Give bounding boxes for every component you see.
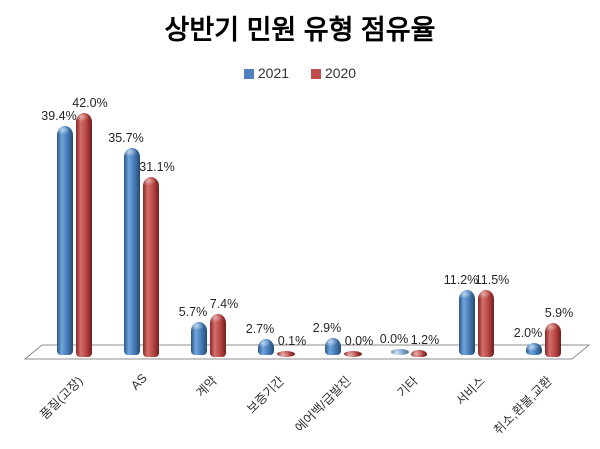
bar-2020-cat4 [344, 351, 362, 357]
value-label-2020-cat2: 7.4% [209, 297, 239, 312]
bar-2020-cat7 [545, 322, 561, 357]
value-label-2021-cat5: 0.0% [379, 332, 409, 346]
bar-2021-cat2 [191, 321, 207, 355]
value-label-2020-cat4: 0.0% [344, 334, 374, 348]
value-label-2021-cat2: 5.7% [178, 304, 208, 319]
value-label-2021-cat7: 2.0% [513, 326, 543, 341]
bar-2020-cat5 [411, 350, 427, 357]
bar-2020-cat1 [143, 176, 159, 357]
legend-label-2020: 2020 [324, 65, 357, 81]
bar-2021-cat3 [258, 339, 274, 355]
bar-2021-cat5 [391, 349, 409, 355]
legend-label-2021: 2021 [257, 65, 290, 81]
legend-item-2021: 2021 [243, 65, 290, 81]
value-label-2021-cat3: 2.7% [245, 322, 275, 337]
legend-swatch-2021-icon [243, 69, 254, 79]
bar-2021-cat4 [325, 338, 341, 355]
legend-item-2020: 2020 [310, 65, 357, 81]
bar-2020-cat2 [210, 314, 226, 357]
value-label-2020-cat5: 1.2% [410, 333, 440, 348]
legend: 2021 2020 [0, 65, 600, 81]
bar-2020-cat3 [277, 351, 295, 357]
bar-2020-cat6 [478, 290, 494, 357]
value-label-2020-cat0: 42.0% [72, 96, 108, 111]
value-label-2021-cat1: 35.7% [108, 130, 144, 145]
value-label-2021-cat4: 2.9% [312, 321, 342, 336]
bar-2021-cat6 [459, 290, 475, 355]
chart-title: 상반기 민원 유형 점유율 [164, 15, 436, 45]
bar-2021-cat7 [526, 343, 542, 355]
value-label-2021-cat6: 11.2% [443, 273, 479, 288]
bar-2021-cat0 [57, 126, 73, 355]
value-label-2020-cat6: 11.5% [474, 273, 510, 288]
value-label-2021-cat0: 39.4% [41, 109, 77, 124]
value-label-2020-cat7: 5.9% [544, 305, 574, 320]
bar-2021-cat1 [124, 147, 140, 355]
bar-2020-cat0 [76, 113, 92, 357]
value-label-2020-cat1: 31.1% [139, 159, 175, 174]
value-label-2020-cat3: 0.1% [277, 334, 307, 348]
legend-swatch-2020-icon [310, 69, 321, 79]
floor-parallelogram [23, 344, 591, 360]
